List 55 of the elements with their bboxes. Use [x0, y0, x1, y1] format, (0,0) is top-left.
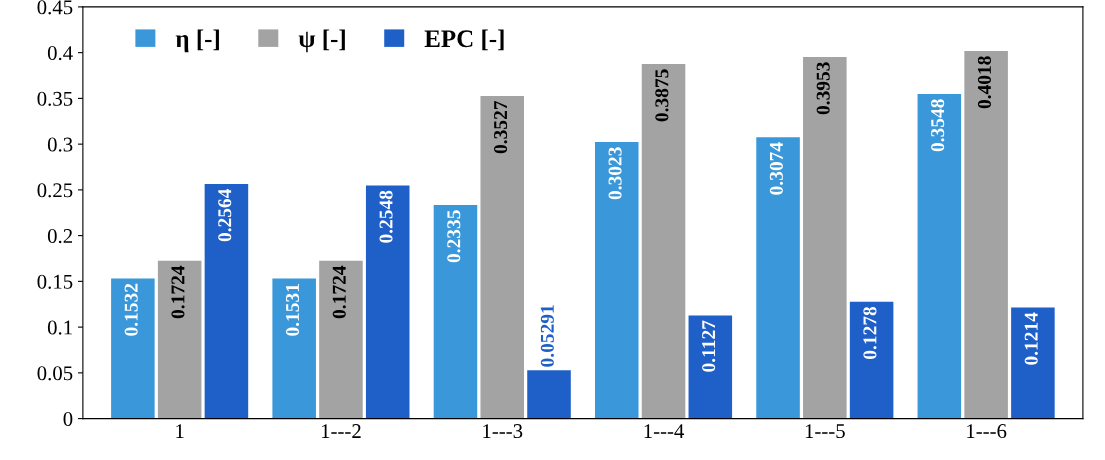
bar — [527, 370, 571, 419]
bar — [111, 278, 155, 419]
data-label: 0.1532 — [124, 283, 138, 336]
data-label: 0.3548 — [931, 99, 945, 152]
bar — [157, 260, 202, 419]
bar — [204, 184, 249, 419]
data-label: 0.3953 — [816, 62, 830, 115]
legend-label: EPC [-] — [424, 29, 504, 51]
bar — [917, 94, 962, 419]
data-label: 0.1214 — [1024, 312, 1038, 365]
x-tick-label: 1 — [176, 424, 184, 438]
x-tick-label: 1---2 — [321, 424, 361, 438]
y-tick-label: 0.25 — [37, 183, 73, 198]
y-tick-label: 0.45 — [37, 0, 73, 15]
bar — [641, 64, 686, 419]
bar — [688, 315, 733, 419]
y-tick-label: 0 — [63, 411, 73, 427]
bar — [272, 278, 316, 419]
bar — [365, 185, 410, 419]
data-label: 0.3023 — [608, 147, 622, 200]
y-tick-label: 0.3 — [47, 137, 73, 152]
data-label: 0.2564 — [218, 188, 232, 242]
bar — [319, 260, 363, 419]
y-tick-label: 0.2 — [47, 229, 72, 244]
bar — [849, 301, 894, 419]
bar — [756, 137, 800, 419]
bar — [803, 56, 847, 419]
data-label: 0.3875 — [655, 69, 669, 122]
data-label: 0.1724 — [171, 265, 185, 319]
data-label: 0.2335 — [447, 210, 461, 263]
bar — [433, 204, 478, 419]
bar — [594, 142, 639, 419]
data-label: 0.2548 — [379, 190, 393, 243]
legend-label: η [-] — [175, 29, 219, 53]
data-label: 0.1278 — [863, 306, 877, 359]
data-label: 0.3074 — [769, 142, 784, 195]
data-label: 0.05291 — [540, 305, 554, 367]
bar — [964, 51, 1008, 419]
x-tick-label: 1---4 — [644, 424, 685, 438]
x-tick-label: 1---6 — [967, 424, 1007, 439]
data-label: 0.1127 — [702, 320, 716, 372]
bar — [480, 95, 525, 419]
data-label: 0.3527 — [493, 100, 508, 154]
y-tick-label: 0.4 — [47, 46, 73, 61]
y-tick-label: 0.15 — [37, 274, 73, 289]
y-tick-label: 0.05 — [37, 366, 73, 381]
x-tick-label: 1---3 — [483, 424, 523, 439]
data-label: 0.1531 — [285, 284, 300, 336]
y-tick-label: 0.35 — [37, 91, 73, 106]
bar — [1011, 307, 1055, 419]
data-label: 0.4018 — [977, 56, 992, 109]
legend-label: ψ [-] — [298, 29, 345, 53]
y-tick-label: 0.1 — [47, 320, 72, 335]
x-tick-label: 1---5 — [805, 424, 845, 439]
data-label: 0.1724 — [332, 265, 346, 319]
